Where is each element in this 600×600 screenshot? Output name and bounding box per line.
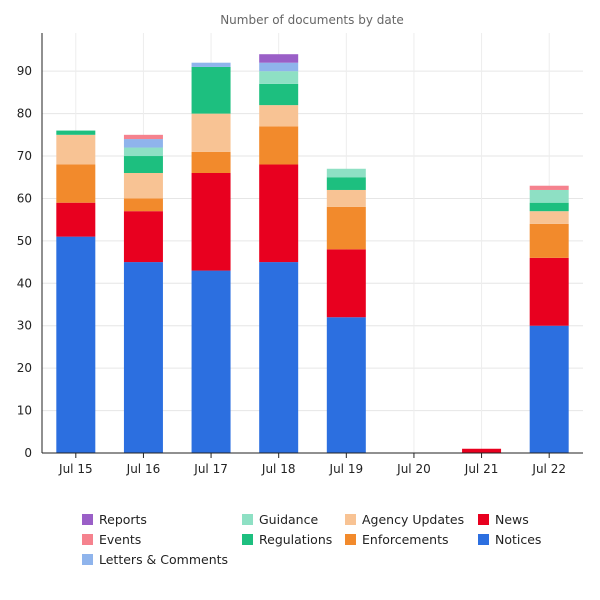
legend-swatch — [478, 514, 489, 525]
bar-segment — [191, 62, 231, 67]
bar-segment — [529, 223, 569, 258]
bar-segment — [259, 54, 299, 63]
y-tick-label: 70 — [17, 149, 32, 163]
bar-segment — [191, 173, 231, 271]
x-axis-ticks: Jul 15 Jul 16 Jul 17 Jul 18 Jul 19 Jul 20 Jul … — [58, 453, 566, 476]
legend-item: Events — [82, 532, 141, 547]
y-tick-label: 30 — [17, 319, 32, 333]
y-tick-label: 50 — [17, 234, 32, 248]
bar-segment — [259, 164, 299, 263]
x-tick-label: Jul 21 — [464, 462, 499, 476]
legend-label: Enforcements — [362, 532, 449, 547]
legend-swatch — [345, 514, 356, 525]
x-tick-label: Jul 20 — [396, 462, 431, 476]
legend-label: Guidance — [259, 512, 318, 527]
bar-segment — [56, 202, 96, 237]
x-tick-label: Jul 16 — [126, 462, 161, 476]
legend-item: News — [478, 512, 529, 527]
bars — [56, 54, 569, 453]
legend-label: Letters & Comments — [99, 552, 228, 567]
bar-segment — [123, 147, 163, 157]
bar-segment — [191, 270, 231, 453]
legend-swatch — [82, 514, 93, 525]
legend-item: Enforcements — [345, 532, 449, 547]
bar-segment — [123, 156, 163, 173]
legend-swatch — [242, 534, 253, 545]
axes — [41, 33, 583, 454]
x-tick-label: Jul 18 — [261, 462, 296, 476]
y-axis-ticks: 0 10 20 30 40 50 60 70 80 90 — [17, 64, 32, 460]
bar-segment — [529, 325, 569, 453]
legend-swatch — [82, 534, 93, 545]
legend-item: Regulations — [242, 532, 332, 547]
bar-segment — [326, 206, 366, 250]
legend-swatch — [82, 554, 93, 565]
bar-segment — [123, 211, 163, 263]
y-tick-label: 90 — [17, 64, 32, 78]
bar-segment — [529, 202, 569, 212]
y-tick-label: 80 — [17, 107, 32, 121]
bar-segment — [259, 71, 299, 84]
legend-item: Letters & Comments — [82, 552, 228, 567]
bar-segment — [56, 236, 96, 453]
y-tick-label: 0 — [24, 446, 32, 460]
legend: Reports Guidance Agency Updates News Events R… — [82, 512, 541, 567]
x-tick-label: Jul 15 — [58, 462, 93, 476]
y-tick-label: 20 — [17, 361, 32, 375]
bar-segment — [56, 134, 96, 165]
bar-segment — [529, 189, 569, 203]
legend-item: Agency Updates — [345, 512, 464, 527]
legend-swatch — [345, 534, 356, 545]
bar-segment — [326, 189, 366, 207]
legend-item: Reports — [82, 512, 147, 527]
bar-segment — [326, 317, 366, 453]
legend-label: Notices — [495, 532, 541, 547]
x-tick-label: Jul 17 — [193, 462, 228, 476]
bar-segment — [191, 113, 231, 152]
legend-label: News — [495, 512, 529, 527]
legend-item: Notices — [478, 532, 541, 547]
bar-segment — [191, 151, 231, 173]
bar-segment — [191, 66, 231, 114]
bar-segment — [56, 164, 96, 203]
bar-segment — [462, 448, 502, 453]
legend-label: Reports — [99, 512, 147, 527]
legend-swatch — [242, 514, 253, 525]
y-tick-label: 40 — [17, 276, 32, 290]
bar-segment — [56, 130, 96, 135]
bar-segment — [123, 198, 163, 212]
bar-segment — [259, 62, 299, 72]
legend-label: Regulations — [259, 532, 332, 547]
legend-swatch — [478, 534, 489, 545]
bar-segment — [259, 105, 299, 127]
y-tick-label: 10 — [17, 404, 32, 418]
legend-item: Guidance — [242, 512, 318, 527]
bar-segment — [529, 185, 569, 190]
bar-segment — [326, 249, 366, 318]
bar-segment — [326, 168, 366, 178]
x-tick-label: Jul 19 — [329, 462, 364, 476]
bar-segment — [123, 139, 163, 148]
bar-segment — [123, 173, 163, 199]
y-tick-label: 60 — [17, 191, 32, 205]
bar-segment — [529, 257, 569, 326]
bar-segment — [259, 83, 299, 106]
bar-segment — [529, 211, 569, 224]
bar-segment — [259, 126, 299, 165]
legend-label: Events — [99, 532, 141, 547]
chart-title: Number of documents by date — [220, 13, 404, 27]
grid-lines — [42, 33, 583, 453]
bar-segment — [259, 262, 299, 453]
bar-segment — [123, 134, 163, 140]
legend-label: Agency Updates — [362, 512, 464, 527]
bar-segment — [326, 177, 366, 190]
x-tick-label: Jul 22 — [531, 462, 566, 476]
bar-segment — [123, 262, 163, 453]
